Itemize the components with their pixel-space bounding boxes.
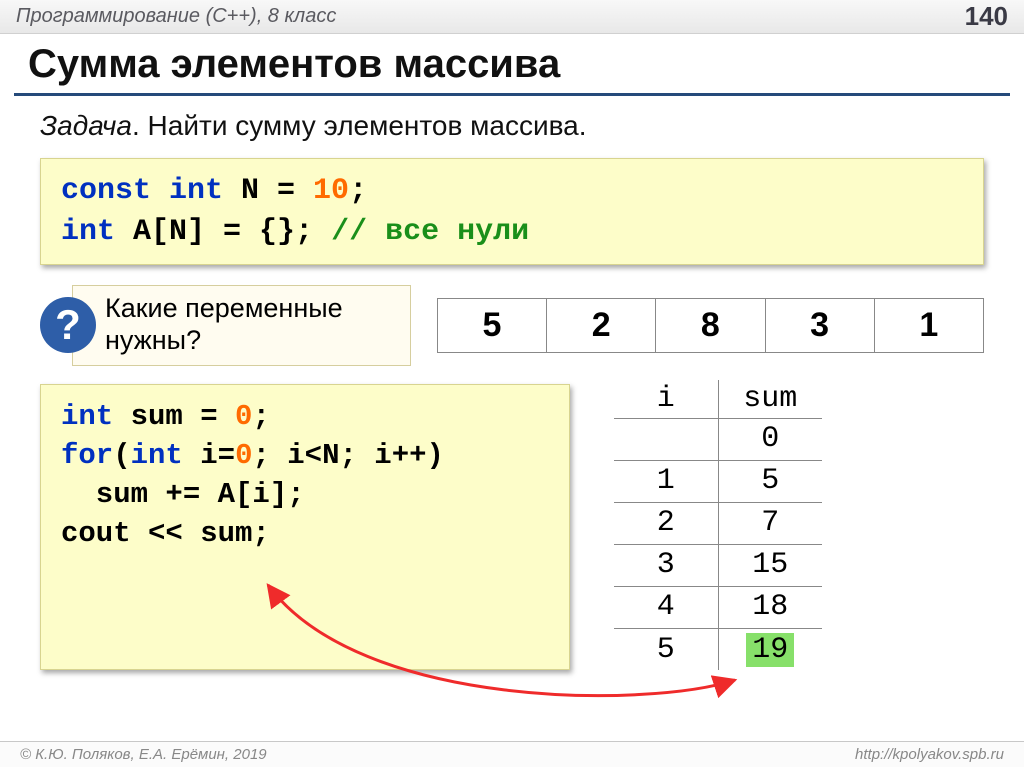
code-line: int sum = 0; bbox=[61, 397, 549, 436]
array-cell: 1 bbox=[874, 298, 983, 352]
code-line: sum += A[i]; bbox=[61, 475, 549, 514]
page-number: 140 bbox=[965, 1, 1008, 32]
array-cell: 8 bbox=[656, 298, 765, 352]
copyright: © К.Ю. Поляков, Е.А. Ерёмин, 2019 bbox=[20, 746, 267, 763]
question-line1: Какие переменные bbox=[105, 293, 343, 323]
trace-row: 27 bbox=[614, 502, 822, 544]
trace-row: 315 bbox=[614, 544, 822, 586]
trace-row: 0 bbox=[614, 418, 822, 460]
question-bubble: Какие переменные нужны? bbox=[72, 285, 411, 366]
footer-url: http://kpolyakov.spb.ru bbox=[855, 746, 1004, 763]
code-block-declaration: const int N = 10; int A[N] = {}; // все … bbox=[40, 158, 984, 265]
code-line: for(int i=0; i<N; i++) bbox=[61, 436, 549, 475]
trace-col-i: i bbox=[614, 380, 718, 419]
task-body: . Найти сумму элементов массива. bbox=[132, 110, 587, 141]
main-row: int sum = 0; for(int i=0; i<N; i++) sum … bbox=[0, 370, 1024, 671]
trace-col-sum: sum bbox=[718, 380, 822, 419]
code-line: const int N = 10; bbox=[61, 171, 963, 212]
footer: © К.Ю. Поляков, Е.А. Ерёмин, 2019 http:/… bbox=[0, 741, 1024, 767]
code-block-loop: int sum = 0; for(int i=0; i<N; i++) sum … bbox=[40, 384, 570, 671]
code-line: int A[N] = {}; // все нули bbox=[61, 212, 963, 253]
trace-row: 15 bbox=[614, 460, 822, 502]
trace-table: i sum 0 15 27 315 418 519 bbox=[614, 380, 822, 671]
question-row: ? Какие переменные нужны? 5 2 8 3 1 bbox=[40, 285, 984, 366]
array-table: 5 2 8 3 1 bbox=[437, 298, 984, 353]
array-cell: 3 bbox=[765, 298, 874, 352]
trace-row: 519 bbox=[614, 628, 822, 670]
trace-highlight: 19 bbox=[746, 633, 794, 667]
code-line: cout << sum; bbox=[61, 514, 549, 553]
course-label: Программирование (С++), 8 класс bbox=[16, 5, 336, 28]
trace-head: i sum bbox=[614, 380, 822, 419]
array-cell: 2 bbox=[547, 298, 656, 352]
title-underline bbox=[14, 93, 1010, 96]
question-icon: ? bbox=[40, 297, 96, 353]
question-line2: нужны? bbox=[105, 325, 201, 355]
task-label: Задача bbox=[40, 110, 132, 141]
trace-row: 418 bbox=[614, 586, 822, 628]
slide-title: Сумма элементов массива bbox=[0, 34, 1024, 91]
header-bar: Программирование (С++), 8 класс 140 bbox=[0, 0, 1024, 34]
array-cell: 5 bbox=[437, 298, 546, 352]
task-text: Задача. Найти сумму элементов массива. bbox=[0, 106, 1024, 154]
